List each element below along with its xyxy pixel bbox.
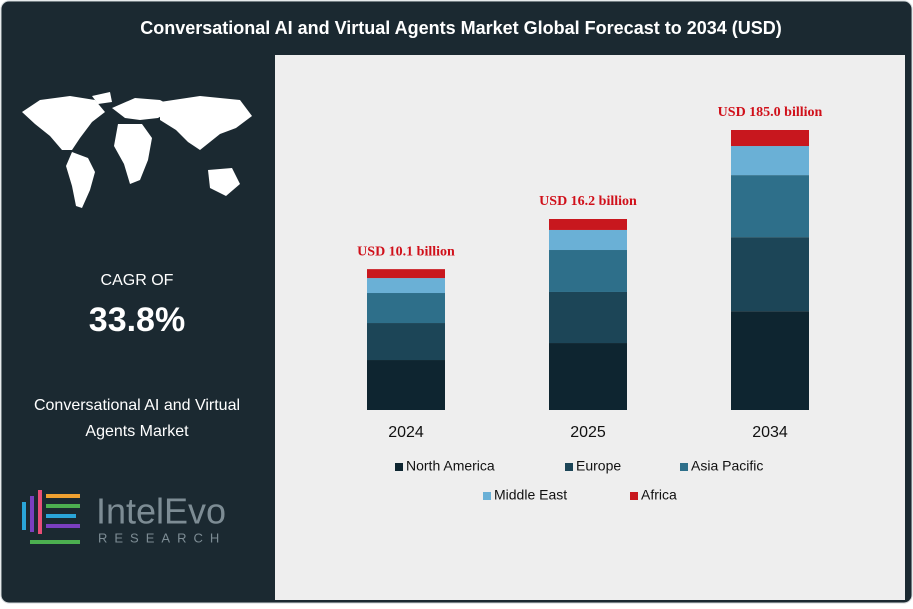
total-label: USD 10.1 billion bbox=[357, 244, 455, 259]
bar-segment bbox=[549, 250, 627, 292]
logo-name: IntelEvo bbox=[96, 491, 226, 532]
cagr-label: CAGR OF bbox=[101, 272, 174, 289]
logo-icon bbox=[22, 490, 80, 544]
bar-segment bbox=[549, 343, 627, 410]
market-name: Conversational AI and Virtual bbox=[34, 397, 240, 414]
total-label: USD 16.2 billion bbox=[539, 194, 637, 209]
legend-label: Africa bbox=[641, 487, 677, 503]
x-tick-label: 2034 bbox=[752, 424, 788, 441]
legend-marker bbox=[395, 463, 403, 471]
legend-label: North America bbox=[406, 458, 495, 474]
bar-segment bbox=[549, 219, 627, 230]
bar-segment bbox=[731, 237, 809, 312]
world-map bbox=[22, 92, 252, 208]
bar-segment bbox=[367, 293, 445, 324]
legend-label: Asia Pacific bbox=[691, 458, 763, 474]
bar-segment bbox=[367, 360, 445, 410]
logo-tagline: RESEARCH bbox=[98, 530, 226, 545]
bar-segment bbox=[367, 323, 445, 361]
bar-segment bbox=[367, 269, 445, 279]
x-tick-label: 2024 bbox=[388, 424, 424, 441]
bar-segment bbox=[731, 175, 809, 238]
total-label: USD 185.0 billion bbox=[718, 105, 823, 120]
legend-marker bbox=[630, 492, 638, 500]
legend-label: Europe bbox=[576, 458, 621, 474]
bar-segment bbox=[549, 291, 627, 344]
market-name: Agents Market bbox=[85, 423, 189, 440]
bar-segment bbox=[549, 229, 627, 251]
bar-segment bbox=[731, 311, 809, 410]
bar-segment bbox=[367, 278, 445, 294]
legend-label: Middle East bbox=[494, 487, 567, 503]
bar-segment bbox=[731, 130, 809, 147]
legend-marker bbox=[483, 492, 491, 500]
cagr-value: 33.8% bbox=[89, 301, 185, 339]
bar-segment bbox=[731, 146, 809, 176]
chart-title: Conversational AI and Virtual Agents Mar… bbox=[140, 18, 782, 38]
x-tick-label: 2025 bbox=[570, 424, 606, 441]
legend-marker bbox=[565, 463, 573, 471]
legend-marker bbox=[680, 463, 688, 471]
